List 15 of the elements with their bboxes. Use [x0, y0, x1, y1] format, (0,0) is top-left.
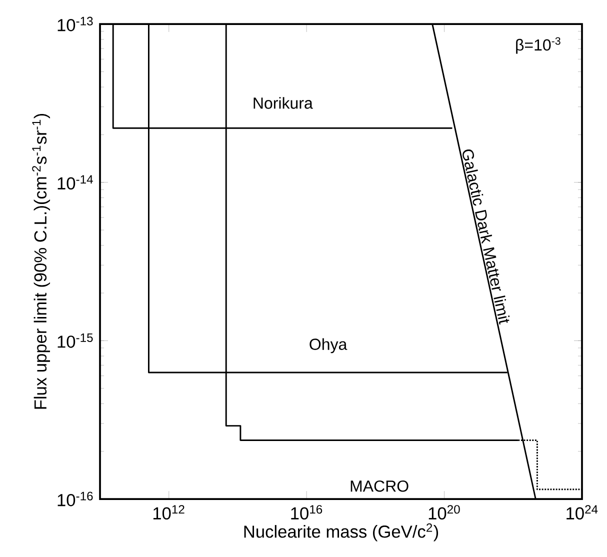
x-tick-label: 10$^{12}$ — [153, 505, 184, 520]
annotation: β=10$^{-3}$ — [516, 37, 560, 54]
text: Galactic Dark Matter limit — [462, 149, 510, 325]
series-label: Ohya — [310, 338, 348, 354]
x-tick-label: 10$^{16}$ — [291, 505, 322, 520]
y-tick-label: 10$^{-14}$ — [58, 175, 93, 190]
x-axis-title: Nuclearite mass (GeV/c$^{2}$) — [244, 523, 438, 542]
y-tick-label: 10$^{-16}$ — [58, 492, 93, 506]
text: MACRO — [350, 480, 408, 492]
y-axis-title: Flux upper limit (90% C.L.)(cm$^{-2}$s$^{-1}$sr$^{-1}$) — [32, 114, 50, 409]
x-tick-label: 10$^{24}$ — [566, 505, 598, 520]
series-label: Norikura — [254, 97, 313, 109]
y-tick-label: 10$^{-15}$ — [58, 334, 93, 348]
x-tick-label: 10$^{20}$ — [428, 505, 460, 520]
y-tick-label: 10$^{-13}$ — [58, 16, 93, 32]
